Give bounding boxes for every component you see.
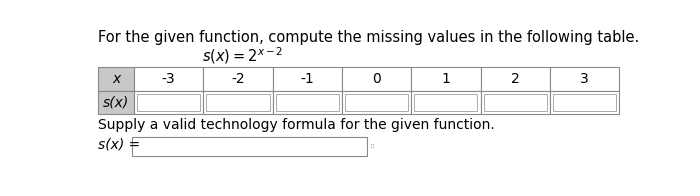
Bar	[345, 94, 408, 111]
Bar	[134, 91, 203, 114]
Bar	[272, 67, 342, 91]
Bar	[272, 91, 342, 114]
Bar	[203, 67, 272, 91]
Bar	[206, 94, 270, 111]
Bar	[550, 91, 619, 114]
Text: ⠿: ⠿	[370, 144, 375, 150]
Bar	[137, 94, 200, 111]
Bar	[480, 91, 550, 114]
Bar	[550, 67, 619, 91]
Bar	[203, 91, 272, 114]
Bar	[484, 94, 547, 111]
Text: -2: -2	[231, 72, 245, 86]
Text: s(x) =: s(x) =	[98, 137, 141, 152]
Bar	[276, 94, 339, 111]
Text: $s(x) = 2^{x-2}$: $s(x) = 2^{x-2}$	[202, 45, 283, 66]
Text: 0: 0	[372, 72, 381, 86]
Bar	[132, 137, 367, 156]
Bar	[342, 91, 411, 114]
Bar	[98, 91, 134, 114]
Bar	[553, 94, 616, 111]
Text: 3: 3	[580, 72, 589, 86]
Bar	[480, 67, 550, 91]
Text: -3: -3	[162, 72, 176, 86]
Text: Supply a valid technology formula for the given function.: Supply a valid technology formula for th…	[98, 118, 495, 132]
Bar	[342, 67, 411, 91]
Bar	[411, 91, 480, 114]
Text: 2: 2	[511, 72, 519, 86]
Text: -1: -1	[300, 72, 314, 86]
Bar	[414, 94, 477, 111]
Text: For the given function, compute the missing values in the following table.: For the given function, compute the miss…	[98, 30, 640, 45]
Bar	[98, 67, 134, 91]
Text: s(x): s(x)	[103, 95, 130, 109]
Bar	[411, 67, 480, 91]
Text: x: x	[112, 72, 120, 86]
Bar	[134, 67, 203, 91]
Text: 1: 1	[442, 72, 450, 86]
